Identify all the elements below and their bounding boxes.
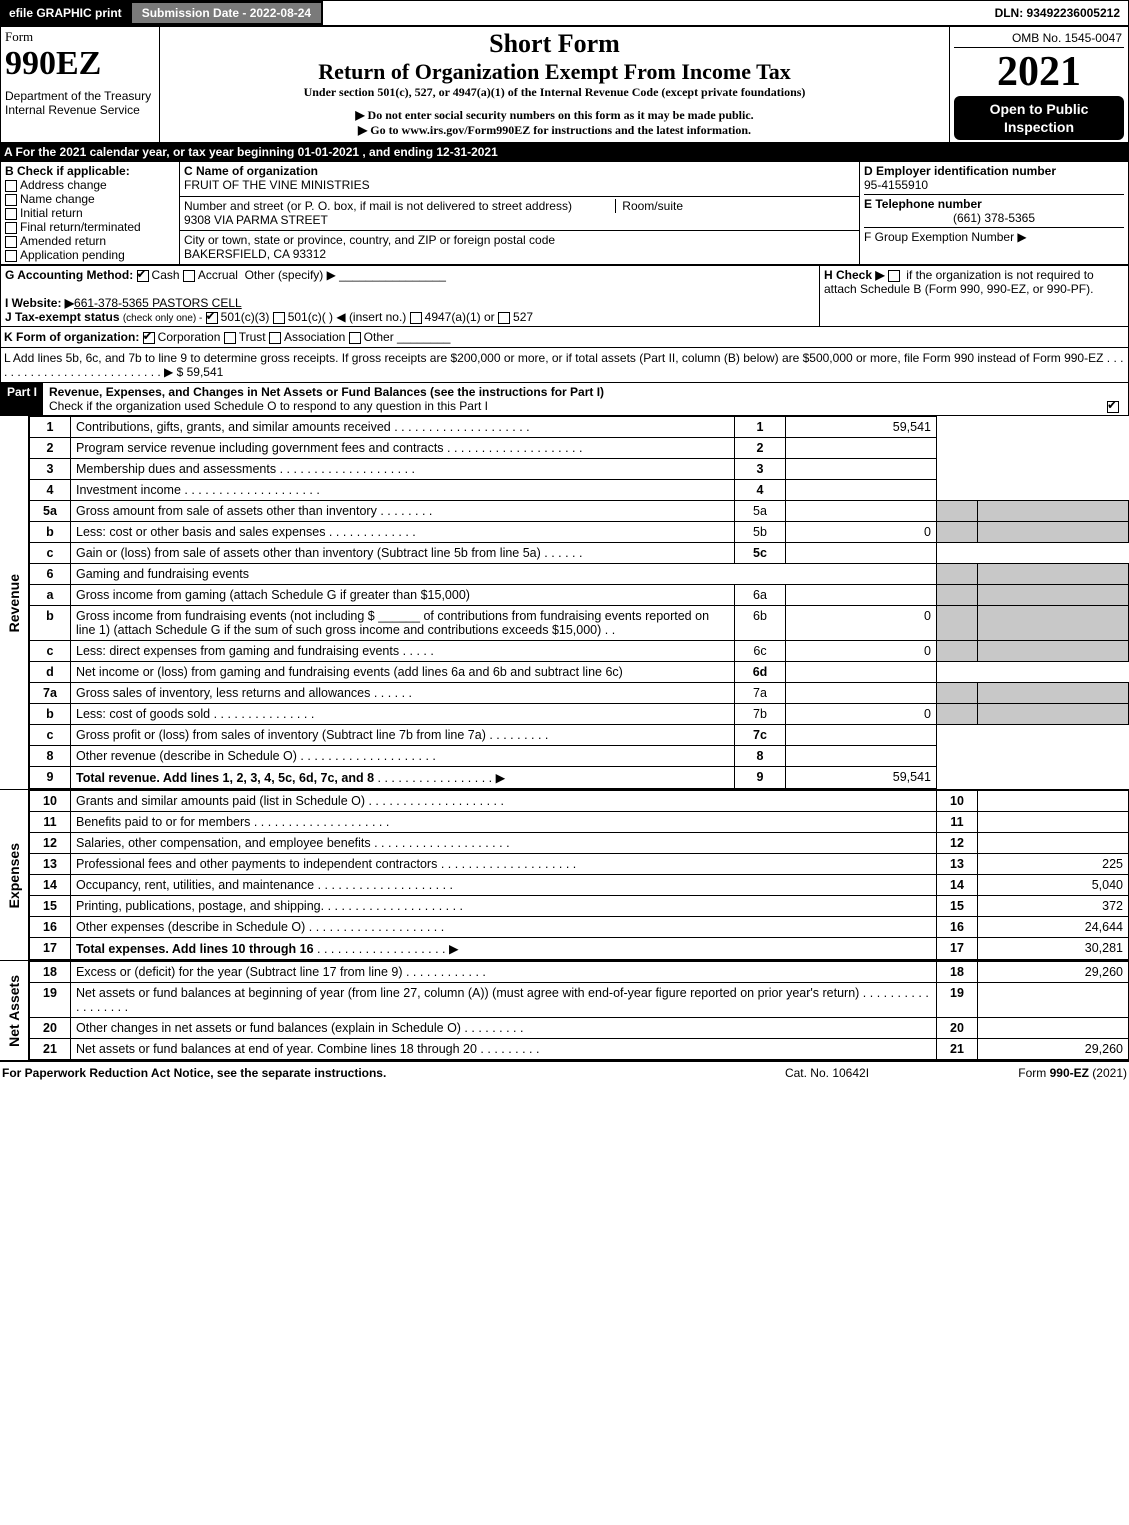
- H-label: H Check ▶: [824, 268, 885, 282]
- amt-9: 59,541: [786, 767, 937, 789]
- amt-7c: [786, 725, 937, 746]
- website-value: 661-378-5365 PASTORS CELL: [74, 296, 242, 310]
- chk-501c3[interactable]: [206, 312, 218, 324]
- chk-schO[interactable]: [1107, 401, 1119, 413]
- part1-check: Check if the organization used Schedule …: [49, 399, 488, 413]
- city-value: BAKERSFIELD, CA 93312: [184, 247, 326, 261]
- form-header-table: Form 990EZ Department of the TreasuryInt…: [0, 26, 1129, 143]
- part1-title: Revenue, Expenses, and Changes in Net As…: [49, 385, 604, 399]
- B-label: B Check if applicable:: [5, 164, 175, 178]
- open-public: Open to Public Inspection: [954, 96, 1124, 140]
- amt-10: [978, 791, 1129, 812]
- amt-21: 29,260: [978, 1039, 1129, 1060]
- chk-trust[interactable]: [224, 332, 236, 344]
- revenue-label: Revenue: [6, 574, 22, 632]
- line-K: K Form of organization: Corporation Trus…: [0, 327, 1129, 348]
- street-address: 9308 VIA PARMA STREET: [184, 213, 328, 227]
- amt-13: 225: [978, 854, 1129, 875]
- amt-4: [786, 480, 937, 501]
- title-return: Return of Organization Exempt From Incom…: [164, 59, 945, 85]
- netassets-section: Net Assets 18Excess or (deficit) for the…: [0, 961, 1129, 1062]
- I-label: I Website: ▶: [5, 296, 74, 310]
- E-label: E Telephone number: [864, 194, 1124, 211]
- amt-2: [786, 438, 937, 459]
- telephone: (661) 378-5365: [864, 211, 1124, 225]
- dln-label: DLN: 93492236005212: [987, 1, 1128, 25]
- J-label: J Tax-exempt status: [5, 310, 120, 324]
- ssn-warning: ▶ Do not enter social security numbers o…: [164, 108, 945, 123]
- efile-label: efile GRAPHIC print: [1, 1, 130, 25]
- chk-corp[interactable]: [143, 332, 155, 344]
- chk-name[interactable]: Name change: [5, 192, 175, 206]
- room-label: Room/suite: [615, 199, 683, 213]
- footer: For Paperwork Reduction Act Notice, see …: [0, 1062, 1129, 1084]
- chk-final[interactable]: Final return/terminated: [5, 220, 175, 234]
- top-bar: efile GRAPHIC print Submission Date - 20…: [0, 0, 1129, 26]
- dept-label: Department of the TreasuryInternal Reven…: [5, 89, 151, 117]
- part1-header: Part I Revenue, Expenses, and Changes in…: [0, 383, 1129, 416]
- line-A: A For the 2021 calendar year, or tax yea…: [0, 143, 1129, 161]
- chk-amended[interactable]: Amended return: [5, 234, 175, 248]
- goto-link[interactable]: ▶ Go to www.irs.gov/Form990EZ for instru…: [164, 123, 945, 138]
- amt-6d: [786, 662, 937, 683]
- undersection: Under section 501(c), 527, or 4947(a)(1)…: [164, 85, 945, 100]
- title-shortform: Short Form: [164, 29, 945, 59]
- chk-H[interactable]: [888, 270, 900, 282]
- cat-no: Cat. No. 10642I: [727, 1066, 927, 1080]
- city-label: City or town, state or province, country…: [184, 233, 555, 247]
- chk-4947[interactable]: [410, 312, 422, 324]
- org-info-table: B Check if applicable: Address change Na…: [0, 161, 1129, 265]
- amt-11: [978, 812, 1129, 833]
- paperwork-notice: For Paperwork Reduction Act Notice, see …: [2, 1066, 727, 1080]
- chk-accrual[interactable]: [183, 270, 195, 282]
- amt-3: [786, 459, 937, 480]
- chk-pending[interactable]: Application pending: [5, 248, 175, 262]
- amt-16: 24,644: [978, 917, 1129, 938]
- chk-assoc[interactable]: [269, 332, 281, 344]
- amt-5b: 0: [786, 522, 937, 543]
- D-label: D Employer identification number: [864, 164, 1124, 178]
- part1-bar: Part I: [1, 383, 43, 415]
- form-number: 990EZ: [5, 45, 101, 82]
- omb-number: OMB No. 1545-0047: [954, 29, 1124, 48]
- form-footer: Form 990-EZ (2021): [927, 1066, 1127, 1080]
- chk-527[interactable]: [498, 312, 510, 324]
- form-word: Form: [5, 29, 33, 44]
- amt-19: [978, 983, 1129, 1018]
- amt-17: 30,281: [978, 938, 1129, 960]
- amt-6c: 0: [786, 641, 937, 662]
- chk-initial[interactable]: Initial return: [5, 206, 175, 220]
- amt-20: [978, 1018, 1129, 1039]
- chk-address[interactable]: Address change: [5, 178, 175, 192]
- gross-receipts: 59,541: [187, 365, 224, 379]
- submission-date: Submission Date - 2022-08-24: [130, 1, 323, 25]
- addr-label: Number and street (or P. O. box, if mail…: [184, 199, 572, 213]
- amt-1: 59,541: [786, 417, 937, 438]
- amt-8: [786, 746, 937, 767]
- amt-18: 29,260: [978, 962, 1129, 983]
- ein-value: 95-4155910: [864, 178, 1124, 192]
- amt-7b: 0: [786, 704, 937, 725]
- amt-12: [978, 833, 1129, 854]
- org-name: FRUIT OF THE VINE MINISTRIES: [184, 178, 370, 192]
- expenses-label: Expenses: [6, 843, 22, 908]
- amt-6b: 0: [786, 606, 937, 641]
- expenses-section: Expenses 10Grants and similar amounts pa…: [0, 790, 1129, 961]
- chk-501c[interactable]: [273, 312, 285, 324]
- line-L: L Add lines 5b, 6c, and 7b to line 9 to …: [0, 348, 1129, 383]
- C-label: C Name of organization: [184, 164, 318, 178]
- amt-14: 5,040: [978, 875, 1129, 896]
- chk-cash[interactable]: [137, 270, 149, 282]
- revenue-section: Revenue 1Contributions, gifts, grants, a…: [0, 416, 1129, 790]
- tax-year: 2021: [954, 48, 1124, 96]
- ghj-table: G Accounting Method: Cash Accrual Other …: [0, 265, 1129, 327]
- netassets-label: Net Assets: [6, 975, 22, 1047]
- F-label: F Group Exemption Number ▶: [864, 227, 1124, 244]
- amt-15: 372: [978, 896, 1129, 917]
- chk-other[interactable]: [349, 332, 361, 344]
- amt-5c: [786, 543, 937, 564]
- G-label: G Accounting Method:: [5, 268, 133, 282]
